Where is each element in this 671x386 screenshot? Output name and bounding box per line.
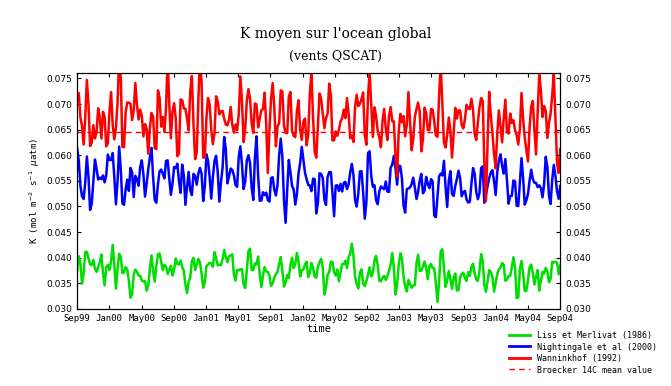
Text: K moyen sur l'ocean global: K moyen sur l'ocean global bbox=[240, 27, 431, 41]
X-axis label: time: time bbox=[306, 324, 331, 334]
Text: (vents QSCAT): (vents QSCAT) bbox=[289, 50, 382, 63]
Legend: Liss et Merlivat (1986), Nightingale et al (2000), Wanninkhof (1992), Broecker 1: Liss et Merlivat (1986), Nightingale et … bbox=[506, 328, 660, 378]
Y-axis label: K (mol m$^{-2}$ s$^{-1}$ $\mu$atm): K (mol m$^{-2}$ s$^{-1}$ $\mu$atm) bbox=[28, 138, 42, 244]
